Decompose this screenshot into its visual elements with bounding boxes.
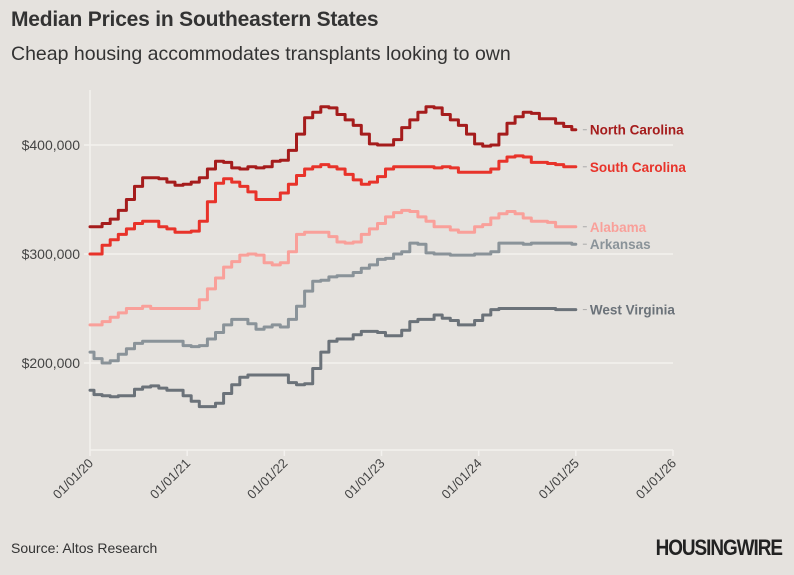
- x-tick-label: 01/01/24: [438, 456, 484, 502]
- x-tick-label: 01/01/23: [341, 456, 387, 502]
- source-note: Source: Altos Research: [11, 540, 158, 556]
- series-label: West Virginia: [590, 303, 676, 318]
- x-tick-label: 01/01/22: [244, 456, 290, 502]
- series-label: Alabama: [590, 220, 647, 235]
- y-tick-label: $200,000: [22, 355, 81, 371]
- series-labels: North Carolina South Carolina Alabama Arkan…: [582, 123, 686, 318]
- x-tick-label: 01/01/20: [50, 456, 96, 502]
- series-lines: [88, 105, 578, 409]
- series-label: South Carolina: [590, 160, 686, 175]
- chart-subtitle: Cheap housing accommodates transplants l…: [11, 43, 511, 65]
- axes: $200,000 $300,000 $400,000 01/01/20 01/01/21…: [22, 90, 679, 502]
- x-tick-label: 01/01/21: [147, 456, 193, 502]
- chart-title: Median Prices in Southeastern States: [11, 8, 379, 31]
- series-line-west-virginia: [88, 307, 578, 409]
- x-tick-label: 01/01/25: [536, 456, 582, 502]
- series-line-alabama: [88, 208, 578, 327]
- series-line-north-carolina: [88, 105, 578, 229]
- y-tick-label: $300,000: [22, 246, 81, 262]
- series-label: North Carolina: [590, 123, 684, 138]
- x-tick-label: 01/01/26: [633, 456, 679, 502]
- housingwire-logo: HOUSINGWIRE: [655, 535, 783, 560]
- series-line-arkansas: [88, 241, 578, 365]
- y-tick-label: $400,000: [22, 137, 81, 153]
- series-label: Arkansas: [590, 237, 651, 252]
- series-line-south-carolina: [88, 154, 578, 256]
